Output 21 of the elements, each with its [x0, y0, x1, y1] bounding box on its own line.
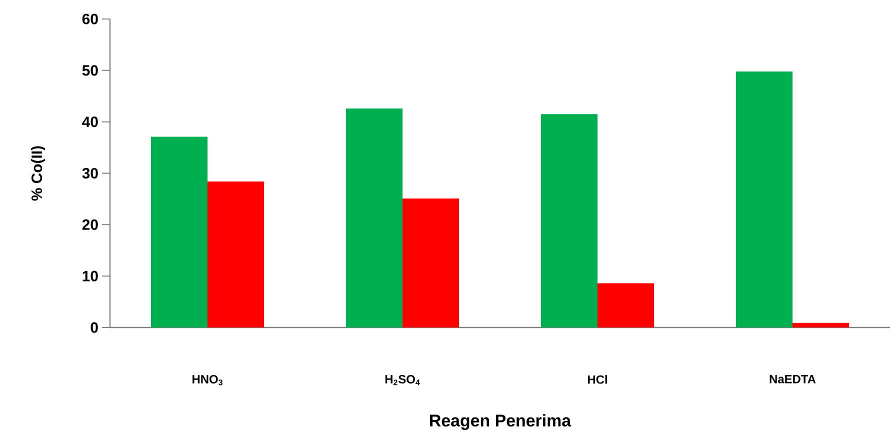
- x-tick-label: H$_{2}$SO$_{4}$: [385, 375, 420, 386]
- bar: [346, 108, 403, 328]
- bar: [598, 283, 654, 328]
- y-tick-label: 60: [82, 14, 98, 24]
- y-axis-title: % Co(II): [31, 146, 46, 201]
- y-tick-label: 20: [82, 219, 98, 230]
- bar: [150, 136, 208, 328]
- x-axis-title: Reagen Penerima: [430, 414, 572, 430]
- bar: [736, 71, 793, 328]
- bar: [208, 181, 264, 328]
- x-tick-label: HCl: [588, 375, 607, 384]
- y-tick-label: 50: [82, 65, 98, 76]
- y-tick-label: 30: [82, 168, 98, 179]
- bar: [792, 322, 850, 328]
- bar: [402, 198, 460, 328]
- y-tick-label: 40: [82, 116, 98, 128]
- y-tick-label: 10: [82, 270, 98, 282]
- bar: [540, 114, 598, 328]
- x-tick-label: HNO$_{3}$: [192, 375, 222, 386]
- x-tick-label: NaEDTA: [770, 375, 816, 384]
- y-tick-label: 0: [90, 322, 98, 333]
